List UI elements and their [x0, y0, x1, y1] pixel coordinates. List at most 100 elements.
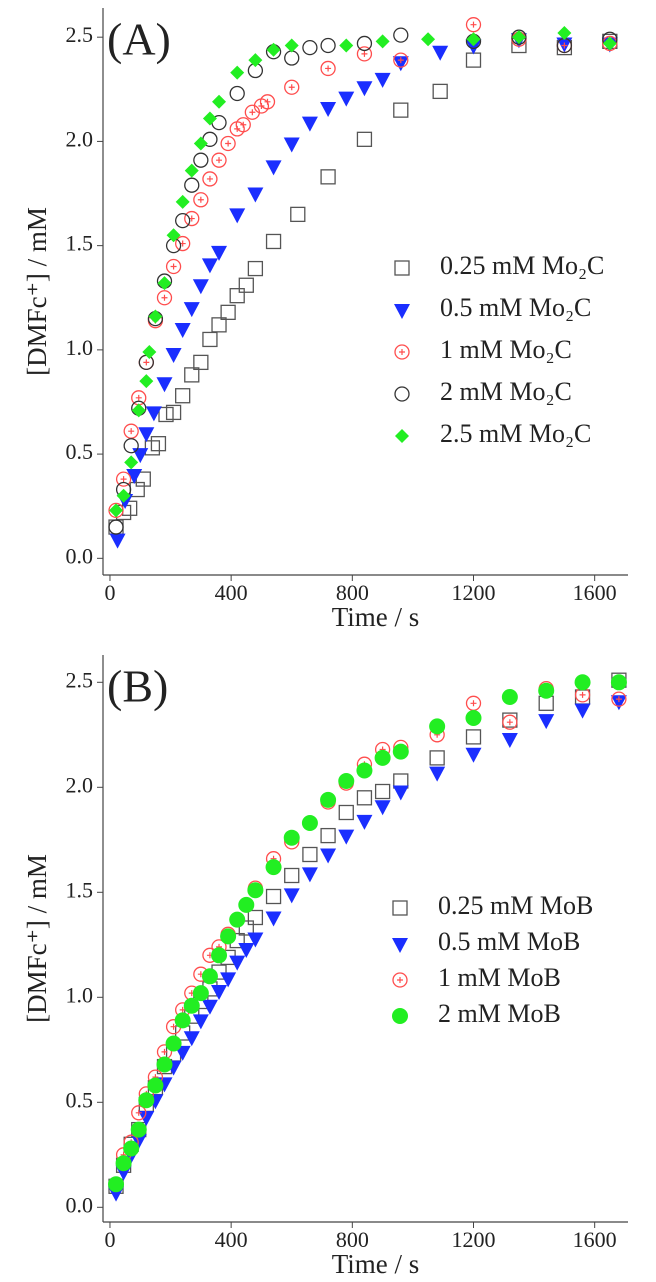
- legend-label: 1 mM MoB: [438, 963, 561, 992]
- marker-shape: [465, 17, 482, 33]
- marker-shape: [183, 302, 200, 318]
- marker-shape: [206, 175, 213, 182]
- marker: [175, 194, 190, 209]
- marker: [374, 800, 391, 816]
- marker: [211, 317, 227, 333]
- marker-shape: [374, 72, 391, 88]
- marker-shape: [502, 714, 518, 730]
- marker-shape: [302, 39, 318, 56]
- marker-shape: [202, 331, 218, 348]
- marker: [375, 34, 390, 49]
- marker-shape: [202, 171, 218, 187]
- marker-shape: [147, 1077, 164, 1094]
- marker: [338, 773, 355, 789]
- marker: [212, 94, 227, 109]
- marker-shape: [356, 762, 373, 779]
- marker-shape: [557, 26, 572, 41]
- marker-shape: [432, 83, 448, 100]
- y-tick-label: 1.0: [66, 982, 94, 1007]
- x-tick-label: 1600: [573, 580, 617, 605]
- marker: [338, 804, 354, 821]
- marker-shape: [201, 258, 218, 274]
- marker: [301, 116, 318, 132]
- marker-shape: [229, 955, 246, 971]
- marker: [265, 160, 282, 176]
- marker-shape: [150, 436, 167, 452]
- marker-shape: [192, 279, 209, 295]
- y-tick-label: 1.0: [66, 335, 94, 360]
- marker-shape: [138, 427, 155, 443]
- marker-shape: [128, 428, 135, 435]
- y-tick-label: 2.5: [66, 667, 94, 692]
- marker: [238, 943, 255, 958]
- marker: [202, 111, 217, 126]
- marker-shape: [283, 137, 300, 153]
- marker-shape: [259, 94, 276, 110]
- marker: [165, 348, 182, 364]
- marker: [511, 30, 526, 45]
- marker: [201, 999, 218, 1015]
- marker-shape: [184, 163, 199, 178]
- marker: [465, 39, 482, 55]
- marker: [201, 258, 218, 274]
- marker: [165, 404, 182, 421]
- y-axis-title: [DMFc⁺] / mM: [22, 207, 52, 376]
- marker: [150, 436, 167, 452]
- marker: [202, 171, 218, 187]
- marker: [201, 968, 218, 985]
- marker: [320, 848, 337, 864]
- x-axis-title: Time / s: [332, 1249, 420, 1279]
- marker-shape: [284, 79, 300, 95]
- marker-shape: [392, 743, 409, 760]
- marker: [193, 152, 209, 168]
- marker: [421, 32, 436, 47]
- marker-shape: [192, 985, 209, 1002]
- marker-shape: [165, 404, 182, 421]
- marker-shape: [265, 160, 282, 176]
- marker-shape: [193, 192, 209, 208]
- marker-shape: [230, 65, 245, 80]
- marker-shape: [432, 45, 449, 61]
- marker: [356, 35, 373, 52]
- marker: [465, 17, 482, 33]
- marker-shape: [240, 121, 247, 128]
- marker: [466, 32, 481, 47]
- marker: [124, 455, 139, 470]
- marker-shape: [229, 85, 245, 102]
- marker: [145, 406, 162, 422]
- legend-marker: [392, 1008, 408, 1024]
- marker-shape: [192, 1014, 209, 1030]
- marker-shape: [339, 38, 354, 53]
- marker-shape: [320, 827, 336, 844]
- x-tick-label: 400: [215, 580, 248, 605]
- marker: [320, 169, 336, 185]
- marker-shape: [356, 814, 373, 830]
- marker: [156, 290, 173, 306]
- marker-shape: [108, 519, 124, 535]
- marker-shape: [170, 1023, 177, 1030]
- marker-shape: [374, 783, 391, 800]
- marker-shape: [170, 263, 177, 270]
- marker: [392, 56, 409, 72]
- marker-shape: [429, 766, 446, 782]
- marker: [259, 94, 276, 110]
- marker-shape: [247, 932, 264, 948]
- marker: [116, 488, 131, 503]
- marker-shape: [131, 403, 146, 418]
- marker-shape: [392, 56, 409, 72]
- marker: [302, 39, 318, 56]
- marker: [356, 762, 373, 779]
- marker-shape: [264, 98, 271, 105]
- marker-shape: [184, 177, 200, 193]
- marker-shape: [615, 696, 622, 703]
- marker: [238, 277, 254, 293]
- marker: [123, 423, 139, 439]
- marker-shape: [361, 50, 368, 57]
- marker: [138, 427, 155, 443]
- marker: [192, 985, 209, 1002]
- marker: [501, 733, 518, 748]
- marker: [283, 829, 300, 846]
- marker-shape: [265, 888, 282, 905]
- marker: [538, 714, 555, 730]
- marker-shape: [283, 888, 300, 904]
